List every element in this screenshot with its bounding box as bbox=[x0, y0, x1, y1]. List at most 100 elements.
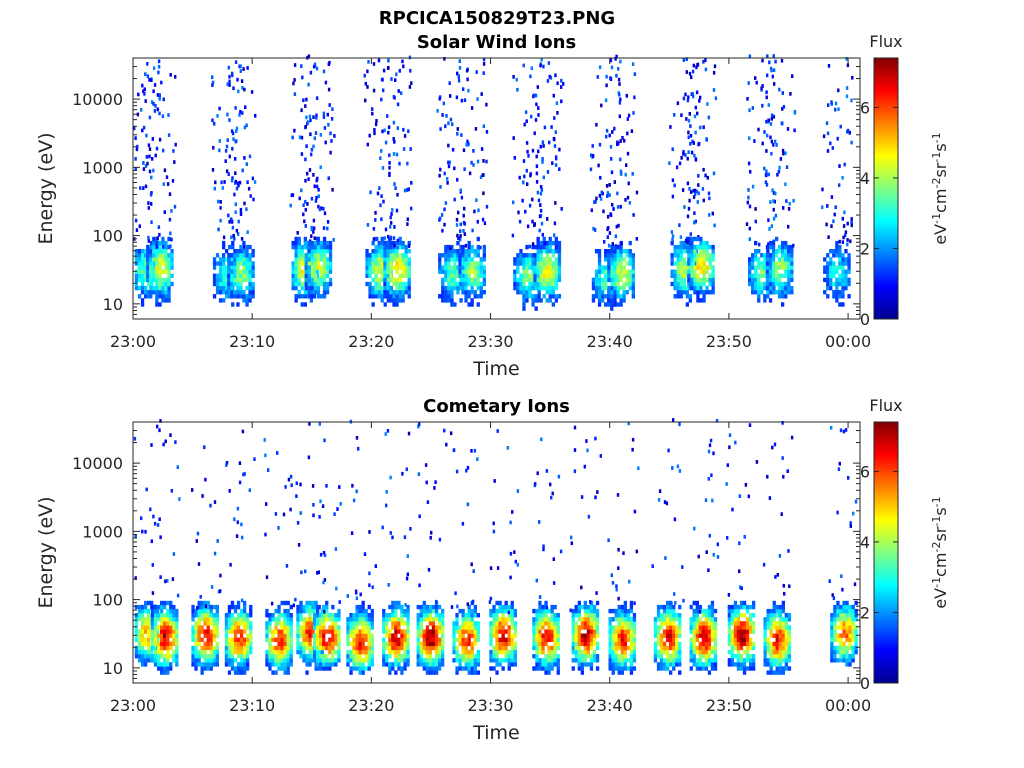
heatmap-speckle bbox=[696, 63, 699, 67]
heatmap-speckle bbox=[698, 99, 701, 103]
heatmap-cell bbox=[236, 654, 241, 659]
heatmap-cell bbox=[525, 261, 529, 266]
heatmap-speckle bbox=[555, 101, 559, 106]
heatmap-cell bbox=[531, 277, 535, 283]
heatmap-cell bbox=[751, 265, 755, 270]
heatmap-cell bbox=[383, 240, 387, 246]
heatmap-cell bbox=[364, 666, 368, 671]
heatmap-cell bbox=[577, 649, 581, 655]
heatmap-speckle bbox=[843, 162, 846, 167]
heatmap-cell bbox=[554, 273, 558, 278]
heatmap-cell bbox=[760, 261, 764, 266]
heatmap-cell bbox=[297, 240, 301, 246]
heatmap-cell bbox=[230, 277, 234, 283]
heatmap-speckle bbox=[523, 174, 526, 179]
heatmap-cell bbox=[236, 645, 241, 651]
heatmap-cell bbox=[245, 298, 249, 303]
heatmap-cell bbox=[586, 641, 591, 647]
heatmap-cell bbox=[233, 249, 237, 254]
heatmap-cell bbox=[416, 658, 420, 663]
heatmap-speckle bbox=[516, 489, 520, 493]
heatmap-speckle bbox=[534, 93, 538, 98]
heatmap-cell bbox=[246, 625, 250, 630]
heatmap-cell bbox=[152, 249, 156, 254]
heatmap-cell bbox=[169, 666, 173, 671]
heatmap-cell bbox=[306, 261, 310, 266]
heatmap-cell bbox=[166, 654, 170, 659]
heatmap-speckle bbox=[456, 127, 459, 131]
heatmap-speckle bbox=[156, 424, 159, 429]
heatmap-speckle bbox=[542, 64, 545, 69]
heatmap-speckle bbox=[169, 244, 172, 249]
heatmap-cell bbox=[404, 285, 408, 291]
heatmap-cell bbox=[419, 645, 423, 651]
heatmap-cell bbox=[152, 240, 156, 246]
heatmap-cell bbox=[498, 608, 502, 614]
heatmap-cell bbox=[790, 277, 794, 283]
heatmap-cell bbox=[757, 249, 761, 254]
heatmap-cell bbox=[248, 273, 252, 278]
heatmap-speckle bbox=[485, 204, 489, 209]
heatmap-cell bbox=[832, 273, 836, 278]
heatmap-cell bbox=[401, 244, 405, 250]
heatmap-cell bbox=[679, 269, 683, 274]
heatmap-speckle bbox=[536, 85, 539, 89]
heatmap-cell bbox=[233, 633, 238, 638]
heatmap-cell bbox=[349, 649, 353, 655]
heatmap-cell bbox=[513, 608, 517, 614]
heatmap-cell bbox=[291, 261, 295, 266]
heatmap-cell bbox=[271, 629, 275, 634]
heatmap-speckle bbox=[226, 138, 229, 142]
heatmap-cell bbox=[550, 666, 554, 671]
heatmap-cell bbox=[467, 261, 471, 266]
heatmap-cell bbox=[157, 649, 161, 655]
heatmap-cell bbox=[422, 641, 426, 647]
heatmap-cell bbox=[191, 625, 195, 630]
heatmap-cell bbox=[841, 269, 845, 274]
heatmap-cell bbox=[283, 658, 287, 663]
heatmap-cell bbox=[594, 290, 599, 295]
heatmap-speckle bbox=[166, 182, 170, 186]
heatmap-cell bbox=[574, 625, 578, 630]
heatmap-speckle bbox=[749, 169, 752, 174]
heatmap-speckle bbox=[614, 234, 618, 239]
heatmap-speckle bbox=[547, 61, 551, 65]
heatmap-cell bbox=[322, 654, 326, 659]
heatmap-speckle bbox=[714, 96, 718, 101]
heatmap-speckle bbox=[680, 156, 683, 160]
heatmap-cell bbox=[501, 604, 505, 610]
heatmap-cell bbox=[473, 625, 477, 630]
heatmap-cell bbox=[322, 629, 326, 634]
heatmap-speckle bbox=[545, 605, 549, 610]
heatmap-cell bbox=[240, 641, 244, 647]
heatmap-speckle bbox=[168, 217, 172, 222]
heatmap-cell bbox=[673, 294, 677, 299]
heatmap-cell bbox=[547, 670, 551, 675]
heatmap-cell bbox=[470, 265, 474, 270]
heatmap-cell bbox=[437, 625, 442, 630]
heatmap-cell bbox=[308, 625, 312, 630]
heatmap-cell bbox=[553, 637, 557, 642]
heatmap-cell bbox=[382, 613, 386, 618]
heatmap-cell bbox=[492, 608, 496, 614]
heatmap-cell bbox=[519, 257, 523, 262]
heatmap-cell bbox=[548, 240, 552, 246]
heatmap-cell bbox=[531, 257, 535, 262]
heatmap-cell bbox=[444, 269, 448, 274]
heatmap-cell bbox=[452, 629, 456, 634]
heatmap-cell bbox=[456, 290, 460, 295]
heatmap-cell bbox=[191, 629, 195, 634]
heatmap-cell bbox=[705, 240, 709, 246]
heatmap-cell bbox=[823, 277, 827, 283]
heatmap-cell bbox=[453, 253, 457, 258]
heatmap-cell bbox=[571, 637, 575, 642]
heatmap-cell bbox=[313, 625, 317, 630]
heatmap-speckle bbox=[355, 436, 359, 440]
heatmap-cell bbox=[498, 641, 502, 647]
heatmap-cell bbox=[153, 290, 157, 295]
heatmap-cell bbox=[428, 637, 433, 642]
heatmap-speckle bbox=[323, 438, 326, 443]
heatmap-speckle bbox=[765, 95, 768, 100]
heatmap-speckle bbox=[685, 117, 688, 121]
heatmap-cell bbox=[441, 277, 445, 283]
